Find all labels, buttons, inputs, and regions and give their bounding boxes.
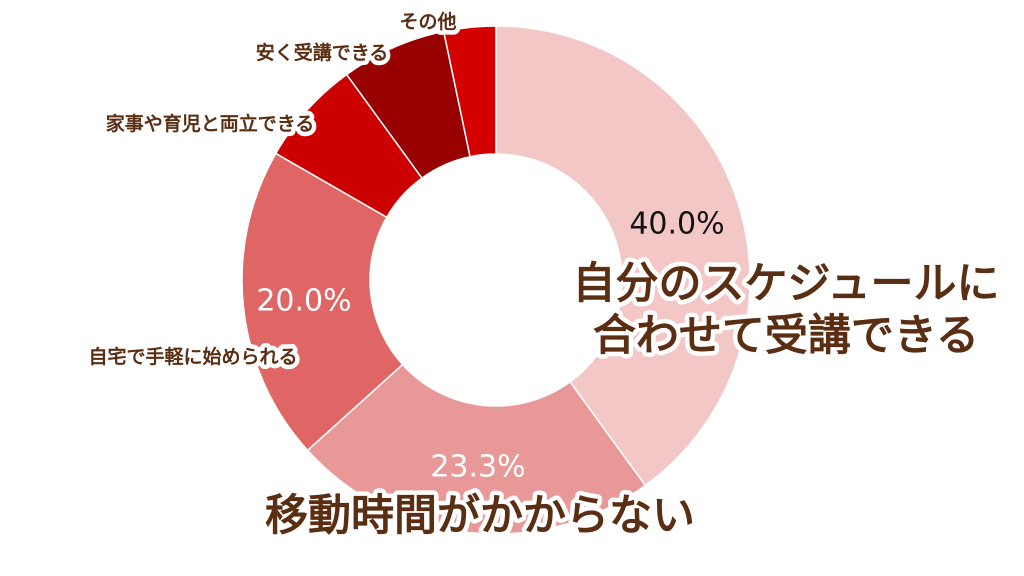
- value-labels: 40.0% 23.3% 20.0%: [256, 207, 724, 485]
- slice-2: [306, 363, 647, 535]
- category-label-2: 移動時間がかからない: [265, 491, 695, 541]
- category-label-4: 家事や育児と両立できる: [106, 112, 315, 135]
- value-label-1: 40.0%: [629, 207, 724, 242]
- category-label-6: その他: [399, 10, 456, 33]
- category-label-5: 安く受講できる: [256, 41, 389, 64]
- slices: [241, 25, 751, 535]
- value-label-2: 23.3%: [430, 450, 525, 485]
- slice-1: [495, 25, 751, 487]
- slice-6: [442, 25, 497, 158]
- category-label-1: 自分のスケジュールに合わせて受講できる: [573, 259, 1000, 361]
- value-label-3: 20.0%: [256, 284, 351, 319]
- category-label-3: 自宅で手軽に始められる: [88, 345, 297, 368]
- slice-3: [241, 152, 404, 452]
